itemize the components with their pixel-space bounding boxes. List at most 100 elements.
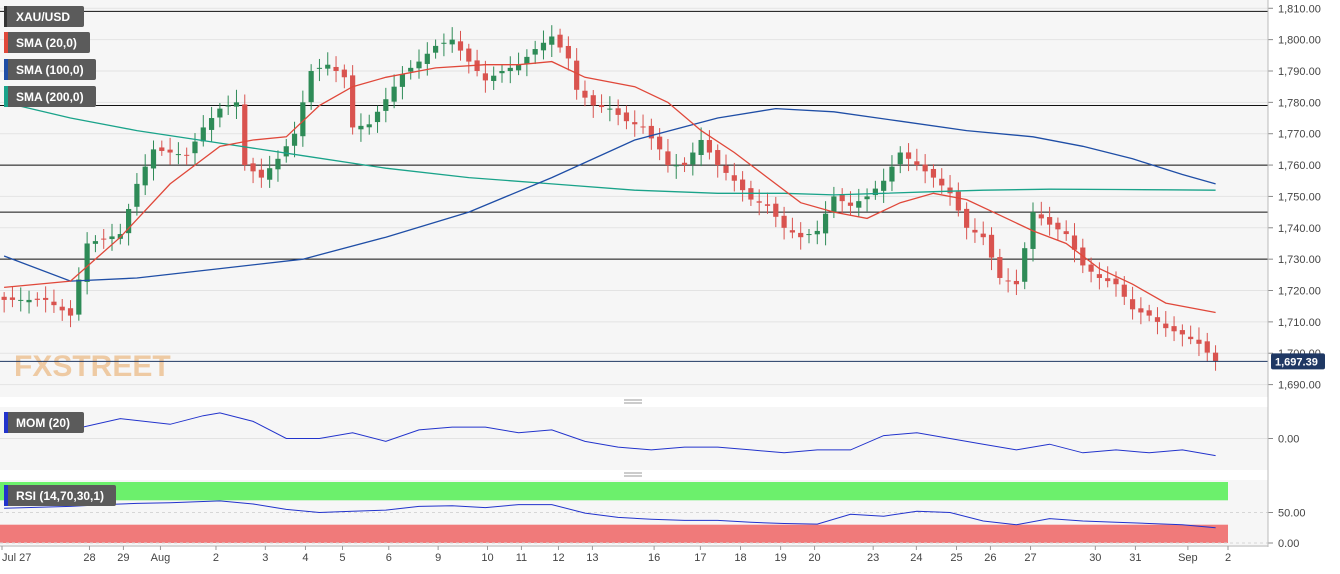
candle[interactable] <box>1204 332 1210 362</box>
candle[interactable] <box>416 49 422 79</box>
candle[interactable] <box>1022 242 1028 290</box>
candle[interactable] <box>864 188 870 212</box>
candle[interactable] <box>698 127 704 167</box>
candle[interactable] <box>341 64 347 89</box>
candle[interactable] <box>1154 307 1161 335</box>
candle[interactable] <box>590 90 596 118</box>
candle[interactable] <box>159 140 165 156</box>
candle[interactable] <box>126 203 132 246</box>
candle[interactable] <box>250 157 256 184</box>
candle[interactable] <box>532 40 538 65</box>
candle[interactable] <box>723 154 729 181</box>
candle[interactable] <box>1196 327 1202 357</box>
candle[interactable] <box>955 182 961 217</box>
candle[interactable] <box>433 39 439 59</box>
candle[interactable] <box>408 60 414 80</box>
candle[interactable] <box>1171 316 1177 342</box>
legend-symbol[interactable]: XAU/USD <box>4 6 84 27</box>
candle[interactable] <box>1047 206 1053 236</box>
candle[interactable] <box>9 286 16 308</box>
candle[interactable] <box>914 148 920 171</box>
candle[interactable] <box>1163 311 1169 337</box>
candle[interactable] <box>557 28 563 53</box>
sma100-line[interactable] <box>3 107 1216 282</box>
candle[interactable] <box>275 150 281 182</box>
candle[interactable] <box>184 147 190 165</box>
sma200-line[interactable] <box>3 101 1216 196</box>
candle[interactable] <box>374 105 381 133</box>
candle[interactable] <box>499 64 505 83</box>
candle[interactable] <box>225 95 231 115</box>
candle[interactable] <box>1188 325 1194 345</box>
candle[interactable] <box>781 206 787 240</box>
candle[interactable] <box>101 229 107 249</box>
candle[interactable] <box>291 121 298 158</box>
candle[interactable] <box>1063 220 1069 241</box>
candle[interactable] <box>51 289 57 313</box>
panel-resize-handle[interactable] <box>624 472 642 477</box>
candle[interactable] <box>34 292 40 307</box>
candle[interactable] <box>798 222 804 250</box>
candle[interactable] <box>988 227 995 271</box>
rsi-line[interactable] <box>4 500 1216 529</box>
candle[interactable] <box>457 30 464 61</box>
candle[interactable] <box>980 221 986 246</box>
legend-sma100[interactable]: SMA (100,0) <box>4 59 96 80</box>
legend-momentum[interactable]: MOM (20) <box>4 412 84 433</box>
candle[interactable] <box>964 202 970 240</box>
candle[interactable] <box>175 142 181 165</box>
candle[interactable] <box>881 168 887 203</box>
candle[interactable] <box>316 58 323 82</box>
candle[interactable] <box>947 175 953 206</box>
candle[interactable] <box>872 180 878 200</box>
candle[interactable] <box>673 154 679 179</box>
candle[interactable] <box>399 66 406 100</box>
candle[interactable] <box>806 228 812 244</box>
candle[interactable] <box>897 146 903 174</box>
candle[interactable] <box>632 110 638 137</box>
candle[interactable] <box>1138 297 1144 325</box>
candle[interactable] <box>358 113 364 142</box>
candle[interactable] <box>383 87 389 123</box>
candle[interactable] <box>333 56 339 83</box>
candle[interactable] <box>706 130 713 160</box>
candle[interactable] <box>889 155 895 192</box>
momentum-line[interactable] <box>4 412 1216 457</box>
candle[interactable] <box>300 90 306 147</box>
candle[interactable] <box>482 60 488 93</box>
candle[interactable] <box>847 191 854 215</box>
candle[interactable] <box>208 106 215 142</box>
candle[interactable] <box>997 248 1003 285</box>
candle[interactable] <box>1105 266 1111 288</box>
candle[interactable] <box>690 142 696 176</box>
candle[interactable] <box>92 235 99 253</box>
legend-sma200[interactable]: SMA (200,0) <box>4 86 96 107</box>
candle[interactable] <box>491 66 497 90</box>
candle[interactable] <box>1071 223 1078 263</box>
candle[interactable] <box>681 157 688 173</box>
candle[interactable] <box>258 158 264 188</box>
candle[interactable] <box>192 133 198 166</box>
candle[interactable] <box>607 96 613 122</box>
candle[interactable] <box>565 36 571 71</box>
candle[interactable] <box>814 220 820 245</box>
candle[interactable] <box>831 186 837 219</box>
candle[interactable] <box>598 94 605 113</box>
candle[interactable] <box>366 114 372 135</box>
legend-sma20[interactable]: SMA (20,0) <box>4 32 90 53</box>
candle[interactable] <box>905 143 912 172</box>
candle[interactable] <box>1129 286 1136 320</box>
candle[interactable] <box>466 43 472 74</box>
candle[interactable] <box>640 114 646 134</box>
candle[interactable] <box>76 267 82 321</box>
candle[interactable] <box>740 171 746 202</box>
candle[interactable] <box>242 94 248 171</box>
candle[interactable] <box>839 188 845 214</box>
candle[interactable] <box>350 65 356 135</box>
candle[interactable] <box>43 286 49 313</box>
candle[interactable] <box>524 49 530 77</box>
candle[interactable] <box>1179 324 1185 347</box>
candle[interactable] <box>233 89 240 120</box>
candle[interactable] <box>1055 217 1061 241</box>
candle[interactable] <box>648 118 654 150</box>
